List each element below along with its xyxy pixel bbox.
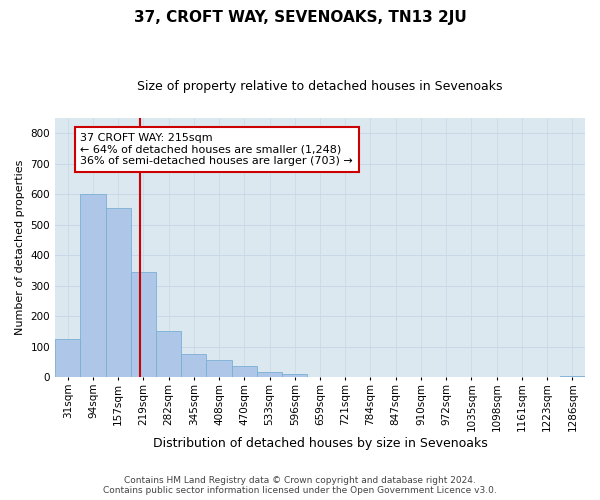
Text: Contains HM Land Registry data © Crown copyright and database right 2024.
Contai: Contains HM Land Registry data © Crown c…	[103, 476, 497, 495]
Bar	[55, 339, 80, 377]
Bar	[232, 366, 257, 377]
Title: Size of property relative to detached houses in Sevenoaks: Size of property relative to detached ho…	[137, 80, 503, 93]
Text: 37 CROFT WAY: 215sqm
← 64% of detached houses are smaller (1,248)
36% of semi-de: 37 CROFT WAY: 215sqm ← 64% of detached h…	[80, 133, 353, 166]
Bar	[560, 376, 585, 377]
Bar	[106, 208, 131, 377]
Bar	[156, 332, 181, 377]
Bar	[80, 194, 106, 377]
Text: 37, CROFT WAY, SEVENOAKS, TN13 2JU: 37, CROFT WAY, SEVENOAKS, TN13 2JU	[134, 10, 466, 25]
Bar	[257, 372, 282, 377]
Bar	[282, 374, 307, 377]
Bar	[206, 360, 232, 377]
X-axis label: Distribution of detached houses by size in Sevenoaks: Distribution of detached houses by size …	[152, 437, 487, 450]
Bar	[181, 354, 206, 377]
Bar	[131, 272, 156, 377]
Y-axis label: Number of detached properties: Number of detached properties	[15, 160, 25, 335]
